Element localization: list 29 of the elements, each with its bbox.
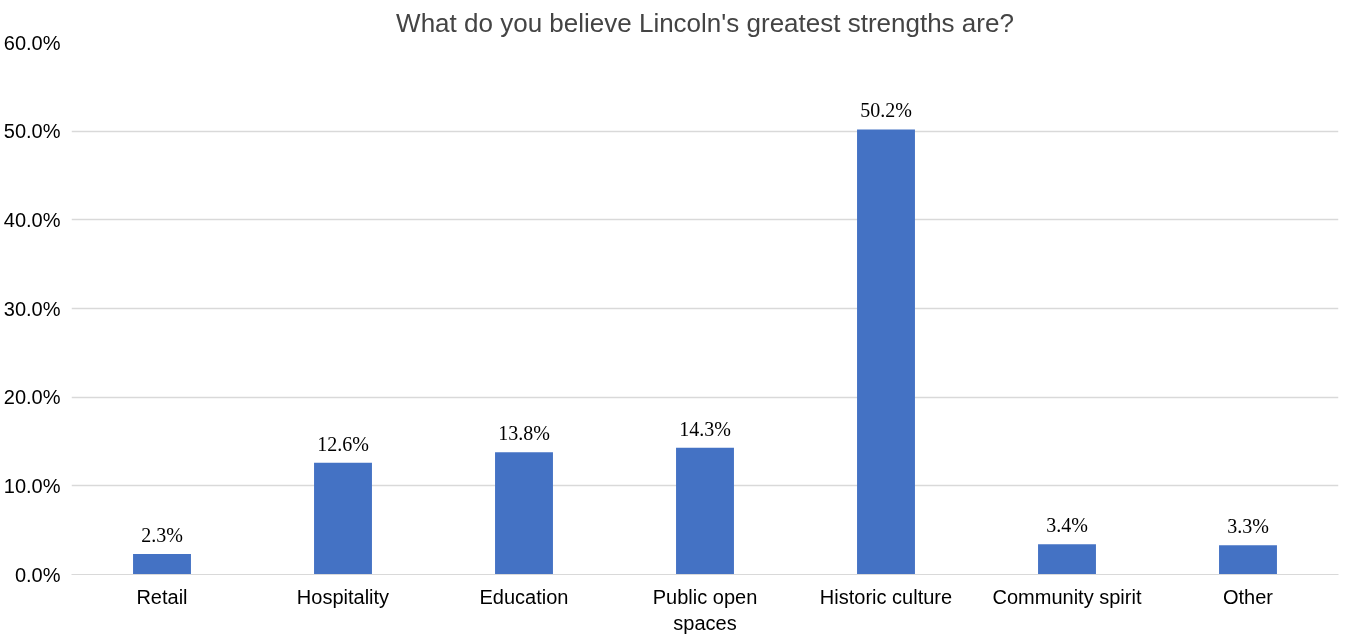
bar xyxy=(1038,544,1096,575)
bar xyxy=(1219,545,1277,575)
data-label: 14.3% xyxy=(679,417,731,440)
x-tick-label: Public open spaces xyxy=(652,585,758,634)
bar xyxy=(857,129,915,575)
data-label: 2.3% xyxy=(141,524,183,547)
y-tick-label: 40.0% xyxy=(3,208,61,231)
y-tick-label: 20.0% xyxy=(3,386,61,409)
data-label: 13.8% xyxy=(498,422,550,445)
y-tick-label: 10.0% xyxy=(3,474,61,497)
bar xyxy=(495,452,553,575)
x-tick-label: Community spirit xyxy=(992,585,1142,608)
bar xyxy=(314,462,372,575)
x-tick-label: Hospitality xyxy=(296,585,390,608)
data-label: 3.4% xyxy=(1046,514,1088,537)
bar xyxy=(133,554,191,575)
y-tick-label: 30.0% xyxy=(3,297,61,320)
x-tick-label: Education xyxy=(479,585,569,608)
y-tick-label: 60.0% xyxy=(3,31,61,54)
bar xyxy=(676,447,734,575)
x-tick-label: Retail xyxy=(136,585,188,608)
chart-title: What do you believe Lincoln's greatest strengths are? xyxy=(396,7,1014,38)
data-label: 12.6% xyxy=(317,432,369,455)
y-tick-label: 0.0% xyxy=(14,563,61,586)
x-tick-label: Historic culture xyxy=(819,585,953,608)
y-tick-label: 50.0% xyxy=(3,120,61,143)
data-label: 50.2% xyxy=(860,99,912,122)
x-tick-label: Other xyxy=(1222,585,1274,608)
data-label: 3.3% xyxy=(1227,515,1269,538)
